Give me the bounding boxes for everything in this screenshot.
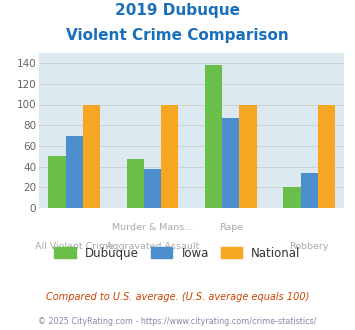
Text: Aggravated Assault: Aggravated Assault	[106, 242, 199, 251]
Bar	[48, 156, 66, 208]
Bar	[144, 169, 161, 208]
Bar	[66, 136, 83, 208]
Bar	[283, 187, 301, 208]
Text: Robbery: Robbery	[289, 242, 329, 251]
Bar	[318, 105, 335, 208]
Bar	[127, 159, 144, 208]
Bar	[301, 173, 318, 208]
Legend: Dubuque, Iowa, National: Dubuque, Iowa, National	[50, 242, 305, 264]
Bar	[83, 105, 100, 208]
Text: Murder & Mans...: Murder & Mans...	[112, 223, 193, 232]
Bar	[240, 105, 257, 208]
Bar	[222, 118, 240, 208]
Text: Rape: Rape	[219, 223, 243, 232]
Bar	[205, 65, 222, 208]
Text: 2019 Dubuque: 2019 Dubuque	[115, 3, 240, 18]
Text: Compared to U.S. average. (U.S. average equals 100): Compared to U.S. average. (U.S. average …	[46, 292, 309, 302]
Text: © 2025 CityRating.com - https://www.cityrating.com/crime-statistics/: © 2025 CityRating.com - https://www.city…	[38, 317, 317, 326]
Text: Violent Crime Comparison: Violent Crime Comparison	[66, 28, 289, 43]
Bar	[161, 105, 179, 208]
Text: All Violent Crime: All Violent Crime	[35, 242, 114, 251]
